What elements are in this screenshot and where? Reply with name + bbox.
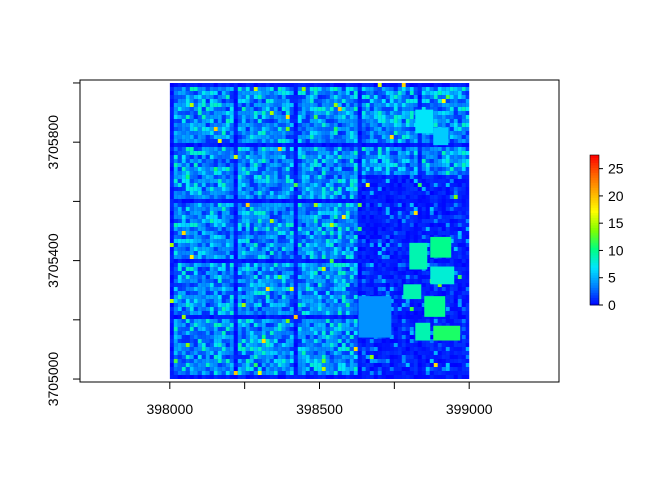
- legend-color-step: [590, 295, 599, 298]
- legend-color-step: [590, 217, 599, 221]
- x-tick-label: 399000: [446, 401, 493, 417]
- legend-color-step: [590, 185, 599, 188]
- y-tick-label: 3705000: [45, 352, 61, 407]
- legend-color-step: [590, 190, 599, 193]
- legend-color-step: [590, 245, 599, 248]
- legend-frame: [589, 154, 600, 306]
- legend-color-step: [590, 252, 599, 256]
- legend-tick-label: 15: [608, 215, 624, 231]
- x-tick-label: 398000: [146, 401, 193, 417]
- legend-color-step: [590, 170, 599, 173]
- legend-color-step: [590, 235, 599, 238]
- legend-color-step: [590, 230, 599, 233]
- legend-tick-label: 25: [608, 161, 624, 177]
- y-tick-label: 3705400: [45, 233, 61, 288]
- legend-color-step: [590, 265, 599, 268]
- legend-color-step: [590, 287, 599, 291]
- legend-color-step: [590, 197, 599, 201]
- legend-color-step: [590, 240, 599, 243]
- legend-color-step: [590, 250, 599, 253]
- raster-block: [403, 284, 422, 300]
- legend-color-step: [590, 225, 599, 228]
- color-legend: 0 5 10 15 20 25: [589, 154, 624, 313]
- legend-color-step: [590, 302, 599, 306]
- legend-color-step: [590, 262, 599, 266]
- legend-color-step: [590, 237, 599, 241]
- legend-color-step: [590, 180, 599, 183]
- axes: 398000 398500 399000 3705000 3705400 3705800: [45, 82, 493, 417]
- legend-color-step: [590, 232, 599, 236]
- legend-color-step: [590, 172, 599, 176]
- legend-color-step: [590, 267, 599, 271]
- legend-color-step: [590, 195, 599, 198]
- legend-color-step: [590, 300, 599, 303]
- legend-color-step: [590, 160, 599, 163]
- raster-block: [433, 127, 449, 146]
- legend-color-step: [590, 220, 599, 223]
- legend-color-step: [590, 182, 599, 186]
- legend-color-step: [590, 285, 599, 288]
- legend-color-step: [590, 167, 599, 171]
- legend-color-step: [590, 157, 599, 161]
- legend-color-step: [590, 242, 599, 246]
- legend-color-step: [590, 280, 599, 283]
- legend-color-step: [590, 227, 599, 231]
- legend-color-step: [590, 210, 599, 213]
- raster-block: [415, 109, 434, 134]
- legend-color-step: [590, 155, 599, 158]
- legend-color-step: [590, 177, 599, 181]
- legend-color-step: [590, 247, 599, 251]
- legend-color-step: [590, 215, 599, 218]
- raster-image: [169, 82, 470, 380]
- legend-color-step: [590, 297, 599, 301]
- raster-block: [415, 322, 431, 341]
- raster-block: [430, 236, 452, 258]
- raster-block: [433, 325, 461, 341]
- raster-block: [409, 242, 428, 270]
- legend-color-step: [590, 260, 599, 263]
- legend-tick-label: 5: [608, 270, 616, 286]
- legend-color-step: [590, 275, 599, 278]
- legend-color-step: [590, 290, 599, 293]
- legend-color-step: [590, 277, 599, 281]
- legend-color-step: [590, 270, 599, 273]
- legend-color-step: [590, 212, 599, 216]
- x-tick-label: 398500: [296, 401, 343, 417]
- raster-block: [430, 266, 455, 285]
- legend-color-step: [590, 200, 599, 203]
- legend-color-step: [590, 272, 599, 276]
- legend-color-step: [590, 222, 599, 226]
- legend-color-step: [590, 187, 599, 191]
- legend-color-step: [590, 165, 599, 168]
- raster-block: [358, 296, 392, 338]
- legend-color-step: [590, 255, 599, 258]
- legend-color-step: [590, 205, 599, 208]
- legend-color-step: [590, 282, 599, 286]
- legend-color-step: [590, 175, 599, 178]
- legend-color-step: [590, 202, 599, 206]
- legend-tick-label: 0: [608, 297, 616, 313]
- legend-color-step: [590, 257, 599, 261]
- legend-color-step: [590, 192, 599, 196]
- y-tick-label: 3705800: [45, 115, 61, 170]
- raster-block: [424, 296, 446, 317]
- legend-color-step: [590, 207, 599, 211]
- legend-tick-label: 10: [608, 242, 624, 258]
- legend-color-step: [590, 162, 599, 166]
- legend-tick-label: 20: [608, 188, 624, 204]
- legend-color-step: [590, 292, 599, 296]
